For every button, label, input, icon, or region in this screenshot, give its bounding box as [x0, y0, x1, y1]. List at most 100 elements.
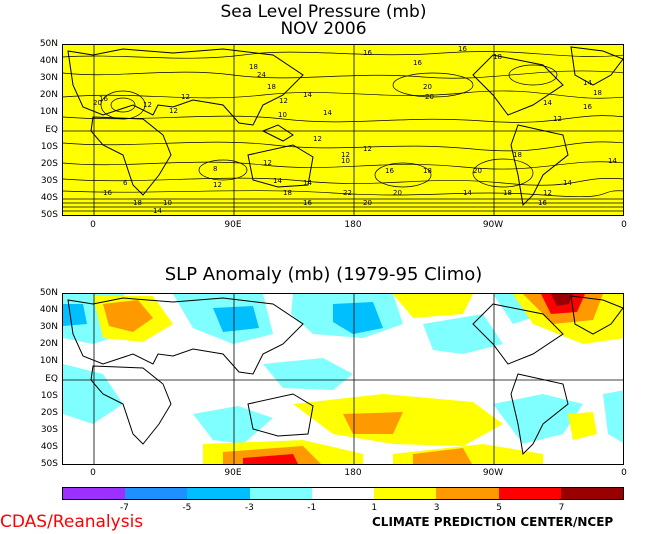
- contour-label: 16: [103, 189, 112, 197]
- contour-label: 18: [503, 189, 512, 197]
- contour-label: 20: [393, 189, 402, 197]
- anomaly-fill-regions: [63, 294, 623, 464]
- contour-label: 16: [363, 49, 372, 57]
- colorbar-swatch: [436, 488, 499, 499]
- latitude-label: 20S: [40, 158, 58, 169]
- coastline-outlines: [67, 46, 623, 207]
- contour-label: 14: [153, 207, 162, 215]
- latitude-label: EQ: [45, 124, 58, 135]
- contour-label: 12: [169, 107, 178, 115]
- contour-label: 12: [279, 97, 288, 105]
- contour-label: 16: [458, 45, 467, 53]
- colorbar-tick-label: -1: [307, 503, 317, 513]
- contour-label: 14: [543, 99, 552, 107]
- colorbar-tick-label: 7: [558, 503, 565, 513]
- contour-label: 16: [413, 59, 422, 67]
- latitude-label: 50N: [39, 39, 58, 49]
- latitude-label: 10S: [40, 141, 58, 152]
- producer-credit: CLIMATE PREDICTION CENTER/NCEP: [372, 515, 614, 529]
- latitude-label: 20S: [40, 407, 58, 418]
- contour-label: 12: [213, 181, 222, 189]
- slp-anomaly-map-panel: [62, 293, 624, 465]
- contour-label: 12: [143, 101, 152, 109]
- contour-label: 18: [267, 83, 276, 91]
- colorbar-swatch: [125, 488, 188, 499]
- colorbar-swatch: [560, 488, 623, 499]
- longitude-label: 90W: [482, 220, 504, 230]
- contour-label: 14: [583, 79, 592, 87]
- contour-label: 20: [423, 83, 432, 91]
- latitude-label: 40N: [39, 305, 58, 316]
- anomaly-map-svg: [63, 294, 623, 464]
- latitude-label: EQ: [45, 373, 58, 384]
- anomaly-coastline-outlines: [67, 295, 623, 456]
- contour-label: 6: [123, 179, 128, 187]
- contour-label: 16: [583, 103, 592, 111]
- latitude-label: 50N: [39, 288, 58, 298]
- latitude-label: 30S: [40, 175, 58, 186]
- longitude-label: 90W: [482, 468, 504, 478]
- contour-label: 18: [493, 53, 502, 61]
- colorbar-swatch: [311, 488, 375, 499]
- map-gridlines: [63, 45, 623, 215]
- data-source-label: CDAS/Reanalysis: [0, 512, 144, 532]
- colorbar-swatch: [249, 488, 312, 499]
- contour-label: 18: [283, 189, 292, 197]
- contour-label: 14: [563, 179, 572, 187]
- contour-label: 20: [363, 199, 372, 207]
- contour-label: 12: [263, 159, 272, 167]
- longitude-label: 180: [344, 468, 362, 478]
- contour-label: 24: [257, 71, 266, 79]
- latitude-label: 30S: [40, 424, 58, 435]
- longitude-label: 0: [621, 468, 627, 478]
- latitude-label: 50S: [40, 210, 58, 220]
- colorbar-swatch: [374, 488, 437, 499]
- isobar-contours: [63, 51, 623, 212]
- colorbar-tick-label: 3: [433, 503, 440, 513]
- colorbar-swatch: [187, 488, 250, 499]
- contour-label: 18: [593, 89, 602, 97]
- contour-label: 16: [538, 199, 547, 207]
- longitude-label: 90E: [224, 220, 242, 230]
- contour-label: 14: [273, 177, 282, 185]
- contour-label: 12: [363, 145, 372, 153]
- slp-map-panel: 16 16 16 18 20 20 24 18 18 14 12 12 12 20 16 12 14 10 12 12…: [62, 44, 624, 216]
- contour-label: 12: [341, 151, 350, 159]
- contour-label: 18: [133, 199, 142, 207]
- latitude-label: 50S: [40, 459, 58, 469]
- contour-label: 18: [513, 151, 522, 159]
- contour-label: 12: [553, 115, 562, 123]
- latitude-label: 10N: [39, 356, 58, 367]
- contour-label: 16: [385, 167, 394, 175]
- latitude-label: 20N: [39, 339, 58, 350]
- top-panel-date: NOV 2006: [280, 19, 367, 39]
- latitude-label: 30N: [39, 322, 58, 333]
- latitude-label: 20N: [39, 90, 58, 101]
- contour-label: 14: [303, 179, 312, 187]
- colorbar-swatch: [498, 488, 561, 499]
- contour-label: 22: [343, 189, 352, 197]
- latitude-label: 40N: [39, 56, 58, 67]
- longitude-label: 0: [621, 220, 627, 230]
- latitude-label: 10S: [40, 390, 58, 401]
- contour-label: 12: [543, 189, 552, 197]
- bottom-panel-title: SLP Anomaly (mb) (1979-95 Climo): [164, 264, 483, 285]
- longitude-label: 0: [90, 468, 96, 478]
- contour-label: 14: [323, 109, 332, 117]
- anomaly-colorbar: [62, 487, 624, 500]
- contour-label: 16: [303, 199, 312, 207]
- contour-label: 8: [213, 165, 217, 173]
- colorbar-tick-label: -3: [244, 503, 254, 513]
- contour-label: 12: [181, 93, 190, 101]
- contour-label: 10: [278, 111, 287, 119]
- contour-label: 18: [423, 167, 432, 175]
- anomaly-gridlines: [63, 294, 623, 464]
- colorbar-tick-label: 1: [371, 503, 378, 513]
- colorbar-swatch: [63, 488, 126, 499]
- longitude-label: 180: [344, 220, 362, 230]
- contour-label: 14: [463, 189, 472, 197]
- contour-label: 14: [303, 91, 312, 99]
- longitude-label: 0: [90, 220, 96, 230]
- latitude-label: 10N: [39, 107, 58, 118]
